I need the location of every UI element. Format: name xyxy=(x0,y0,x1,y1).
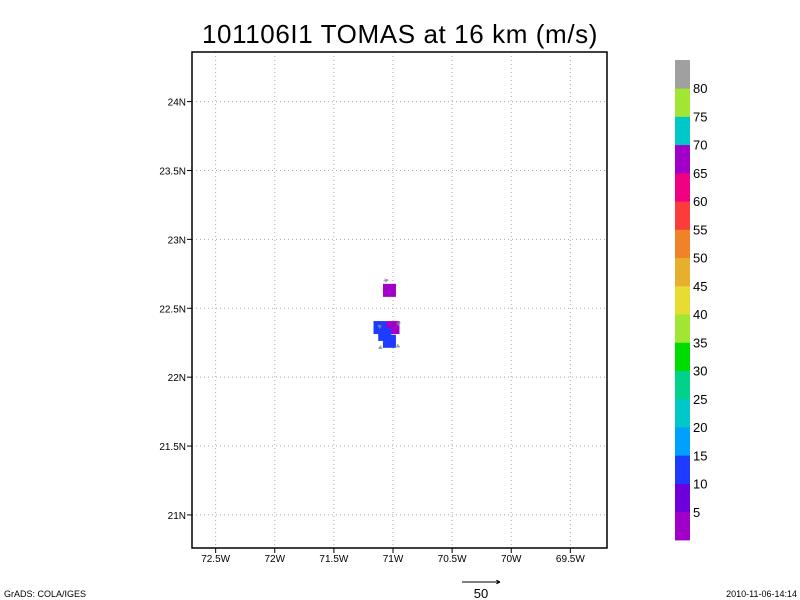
colorbar-label: 35 xyxy=(693,335,707,350)
colorbar-segment xyxy=(675,144,690,174)
colorbar-label: 40 xyxy=(693,307,707,322)
vector-reference-arrow xyxy=(462,579,501,585)
colorbar: 5 10 15 20 25 30 35 40 45 50 55 60 65 70 75 80 xyxy=(675,60,707,541)
data-cells xyxy=(373,283,400,348)
colorbar-label: 60 xyxy=(693,194,707,209)
colorbar-label: 15 xyxy=(693,448,707,463)
x-tick-label: 72W xyxy=(264,554,285,565)
colorbar-segment xyxy=(675,60,690,89)
colorbar-segment xyxy=(675,285,690,315)
y-tick-label: 22.5N xyxy=(159,304,186,315)
wind-vector-head xyxy=(384,279,389,283)
footer-timestamp: 2010-11-06-14:14 xyxy=(726,589,797,599)
colorbar-label: 80 xyxy=(693,81,707,96)
y-tick-label: 22N xyxy=(168,373,186,384)
chart-title: 101106I1 TOMAS at 16 km (m/s) xyxy=(202,19,598,49)
colorbar-segment xyxy=(675,455,690,484)
colorbar-label: 25 xyxy=(693,392,707,407)
colorbar-segment xyxy=(675,427,690,456)
y-tick-label: 23.5N xyxy=(159,166,186,177)
wind-vectors xyxy=(377,278,401,350)
colorbar-label: 75 xyxy=(693,109,707,124)
colorbar-segment xyxy=(675,172,690,202)
colorbar-segment xyxy=(675,116,690,146)
colorbar-segment xyxy=(675,342,690,371)
wind-vector xyxy=(378,345,383,350)
colorbar-label: 65 xyxy=(693,166,707,181)
colorbar-segment xyxy=(675,201,690,230)
wind-vector xyxy=(395,343,400,348)
footer-credit: GrADS: COLA/IGES xyxy=(4,589,86,599)
wind-vector-head xyxy=(397,322,401,327)
vector-reference-label: 50 xyxy=(474,586,488,600)
colorbar-segment xyxy=(675,314,690,343)
wind-vector-head xyxy=(396,343,400,348)
data-cell xyxy=(382,283,396,297)
colorbar-label: 10 xyxy=(693,477,707,492)
colorbar-segment xyxy=(675,88,690,117)
y-tick-label: 21.5N xyxy=(159,442,186,453)
axis-ticks xyxy=(187,101,571,553)
wind-vector-head xyxy=(384,278,389,281)
vector-reference: 50 xyxy=(462,579,501,600)
x-tick-label: 71W xyxy=(383,554,404,565)
colorbar-segment xyxy=(675,483,690,513)
colorbar-label: 45 xyxy=(693,279,707,294)
wind-vector-head xyxy=(377,325,381,330)
colorbar-segment xyxy=(675,398,690,428)
colorbar-label: 5 xyxy=(693,505,700,520)
colorbar-segment xyxy=(675,511,690,541)
colorbar-segment xyxy=(675,257,690,287)
colorbar-label: 55 xyxy=(693,222,707,237)
vector-reference-arrow-head xyxy=(496,581,501,585)
axis-tick-labels: 72.5W 72W 71.5W 71W 70.5W 70W 69.5W 24N 23.5N 23N… xyxy=(159,98,585,565)
colorbar-label: 50 xyxy=(693,251,707,266)
wind-vector xyxy=(383,278,389,283)
vector-reference-arrow-head xyxy=(496,579,501,583)
x-tick-label: 71.5W xyxy=(319,554,348,565)
y-tick-label: 24N xyxy=(168,98,186,109)
x-tick-label: 72.5W xyxy=(201,554,230,565)
x-tick-label: 70.5W xyxy=(438,554,467,565)
colorbar-segment xyxy=(675,370,690,400)
wind-vector-head xyxy=(378,345,382,349)
colorbar-label: 70 xyxy=(693,138,707,153)
x-tick-label: 70W xyxy=(501,554,522,565)
grid-lines xyxy=(192,52,607,548)
colorbar-segment xyxy=(675,229,690,259)
colorbar-label: 30 xyxy=(693,364,707,379)
wind-vector xyxy=(377,324,383,330)
y-tick-label: 23N xyxy=(168,235,186,246)
colorbar-label: 20 xyxy=(693,420,707,435)
wind-vector xyxy=(396,322,401,327)
plot-frame xyxy=(191,51,608,549)
y-tick-label: 21N xyxy=(168,511,186,522)
data-cell xyxy=(382,334,396,348)
wind-vector-head xyxy=(378,324,383,327)
x-tick-label: 69.5W xyxy=(556,554,585,565)
